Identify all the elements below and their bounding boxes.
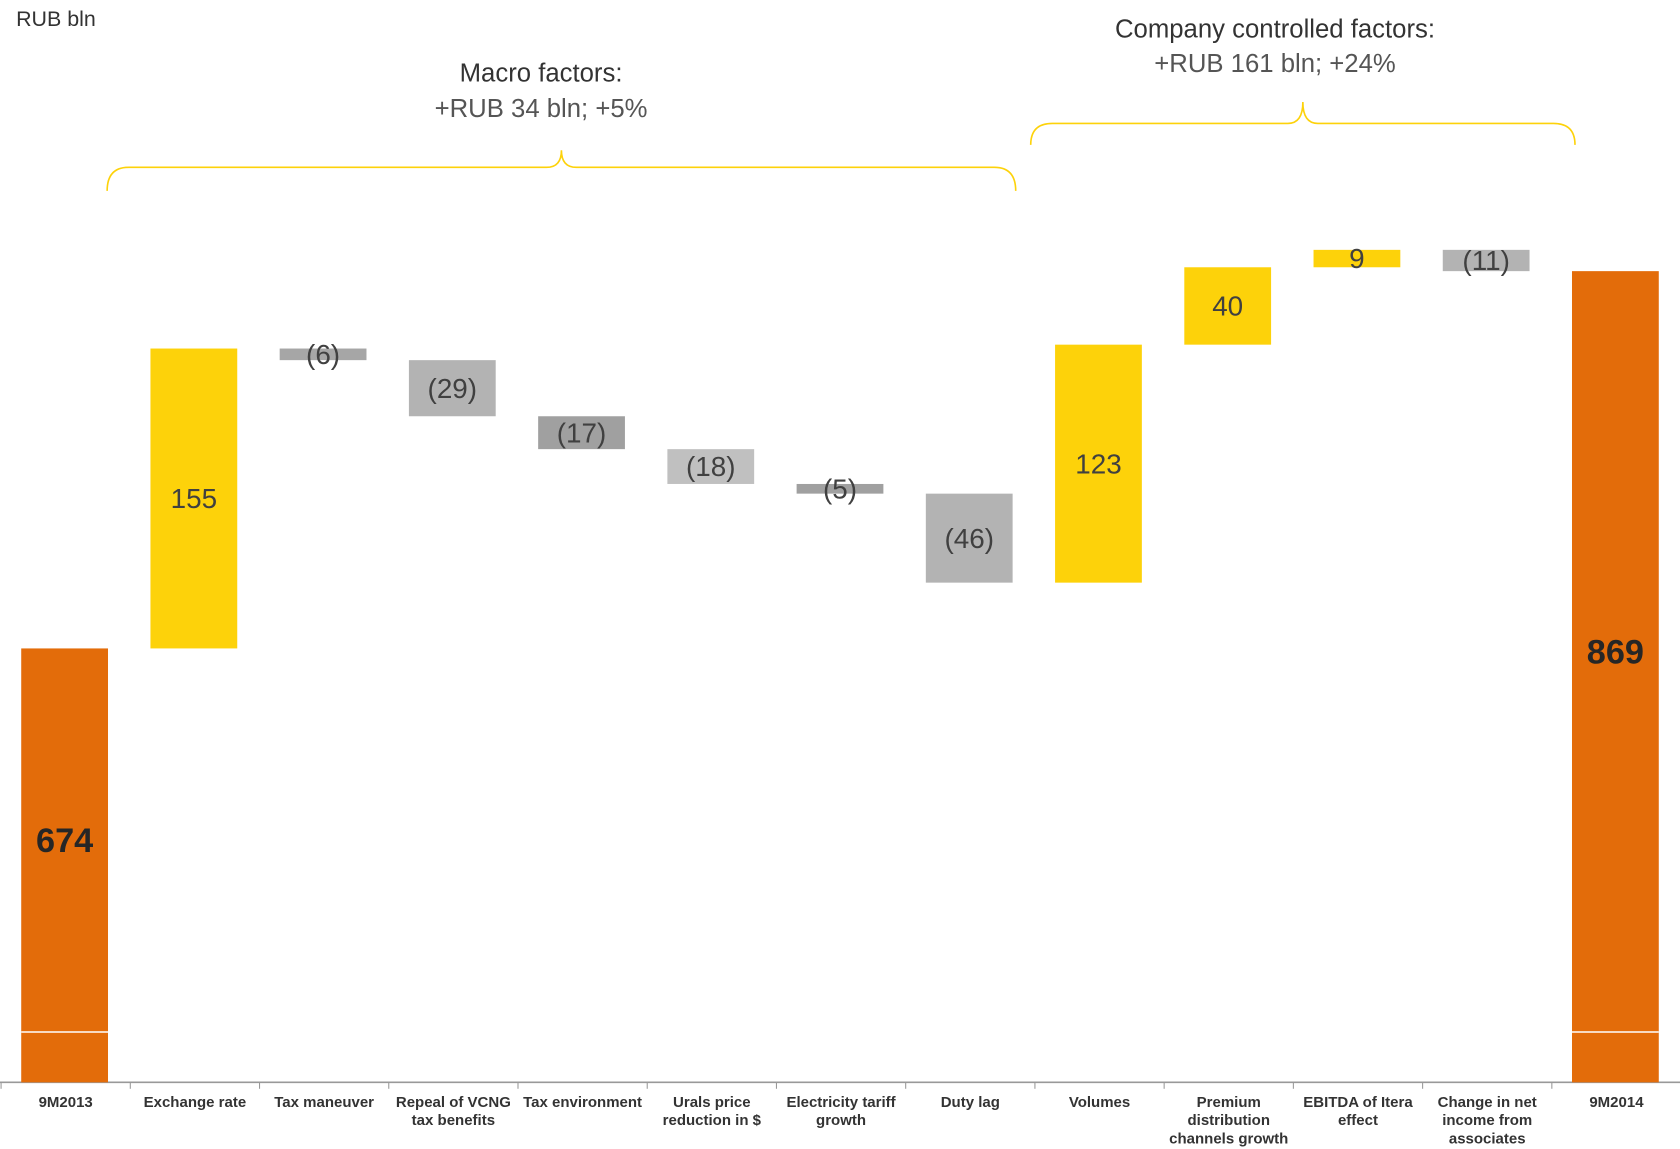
bar: [21, 648, 109, 1083]
x-tick-label: 9M2014: [1589, 1093, 1644, 1111]
x-tick-label: 9M2013: [38, 1093, 93, 1111]
bar: [1313, 249, 1401, 268]
annotation-title: Company controlled factors:: [1115, 16, 1435, 44]
x-tick-label-box: Repeal of VCNG tax benefits: [395, 1093, 511, 1129]
bar: [150, 348, 238, 649]
x-tick-label: Duty lag: [940, 1093, 1000, 1111]
bar: [925, 493, 1013, 583]
x-tick-label-box: Premium distribution channels growth: [1169, 1093, 1289, 1147]
bar: [1055, 344, 1142, 583]
value-label: 9: [1349, 243, 1365, 274]
bar: [667, 449, 755, 484]
x-tick-label: Exchange rate: [143, 1093, 247, 1111]
x-tick-label-box: Change in net income from associates: [1437, 1093, 1537, 1147]
x-tick-label: Tax environment: [523, 1093, 643, 1111]
x-tick-label-box: Duty lag: [940, 1093, 1000, 1111]
bracket: [1029, 101, 1576, 145]
x-tick-label-box: Tax maneuver: [274, 1093, 375, 1111]
unit-label: RUB bln: [16, 7, 96, 31]
x-tick-label: Change in net income from associates: [1437, 1093, 1537, 1147]
value-label: (11): [1462, 245, 1509, 276]
value-label: (17): [557, 417, 607, 448]
value-label: (46): [944, 523, 994, 554]
bar: [538, 416, 625, 450]
value-label: 674: [36, 822, 93, 860]
x-tick-label: Premium distribution channels growth: [1169, 1093, 1289, 1147]
bar: [1184, 267, 1272, 345]
x-tick-label-box: 9M2014: [1589, 1093, 1644, 1111]
bar: [1442, 249, 1530, 272]
annotation-title: Macro factors:: [460, 60, 623, 88]
value-label: 40: [1212, 291, 1243, 322]
x-tick-label-box: 9M2013: [38, 1093, 93, 1111]
bar: [408, 360, 496, 417]
x-tick-label-box: Tax environment: [523, 1093, 643, 1111]
x-tick-label-box: EBITDA of Itera effect: [1303, 1093, 1413, 1129]
annotation-text: +RUB 161 bln; +24%: [1154, 50, 1395, 78]
x-tick-label: Tax maneuver: [274, 1093, 375, 1111]
value-label: (5): [823, 473, 857, 504]
x-tick-label-box: Electricity tariff growth: [786, 1093, 896, 1129]
bar: [1571, 271, 1659, 1083]
bar: [279, 348, 367, 361]
bar: [796, 483, 884, 494]
x-tick-label: Volumes: [1068, 1093, 1131, 1111]
value-label: (29): [428, 373, 478, 404]
x-tick-label-box: Volumes: [1068, 1093, 1131, 1111]
value-label: 123: [1075, 448, 1121, 479]
x-tick-label: Repeal of VCNG tax benefits: [395, 1093, 511, 1129]
x-tick-label-box: Urals price reduction in $: [662, 1093, 761, 1129]
x-tick-label: Urals price reduction in $: [662, 1093, 761, 1129]
value-label: (18): [686, 451, 736, 482]
value-label: 155: [171, 483, 217, 514]
x-tick-label: Electricity tariff growth: [786, 1093, 896, 1129]
x-tick-label: EBITDA of Itera effect: [1303, 1093, 1413, 1129]
value-label: (6): [306, 339, 340, 370]
bracket: [106, 150, 1017, 191]
annotation-text: +RUB 34 bln; +5%: [435, 95, 648, 123]
value-label: 869: [1587, 633, 1644, 671]
x-tick-label-box: Exchange rate: [143, 1093, 247, 1111]
